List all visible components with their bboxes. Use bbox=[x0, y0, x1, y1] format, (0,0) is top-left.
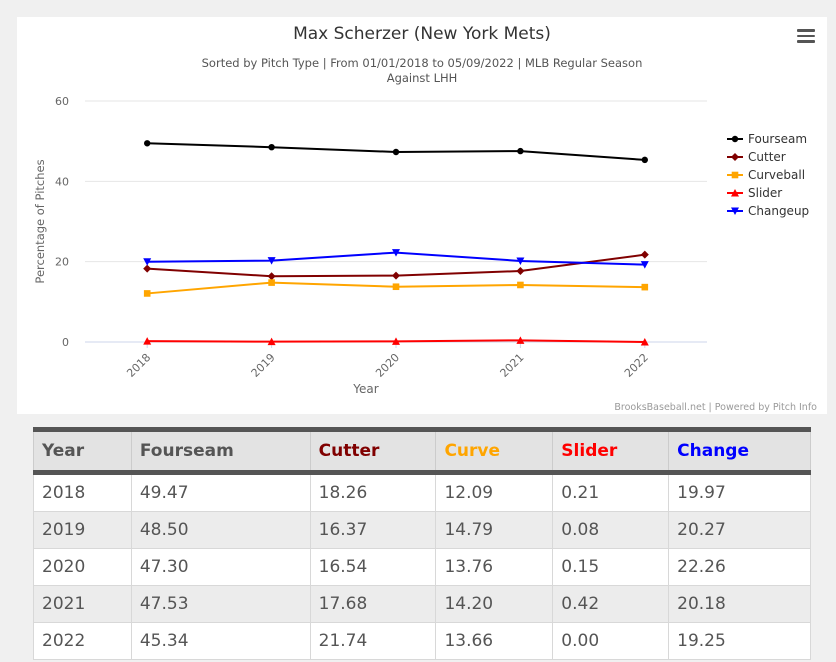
table-cell: 0.15 bbox=[552, 548, 670, 586]
data-point-changeup bbox=[267, 257, 276, 265]
legend-item-slider: Slider bbox=[748, 186, 782, 200]
data-point-fourseam bbox=[517, 147, 524, 155]
header-year: Year bbox=[33, 427, 132, 475]
data-point-changeup bbox=[516, 257, 525, 265]
table-cell: 0.00 bbox=[552, 622, 670, 660]
table-cell: 2020 bbox=[33, 548, 132, 586]
table-row: 2022 45.34 21.74 13.66 0.00 19.25 bbox=[33, 622, 811, 660]
data-point-changeup bbox=[143, 258, 152, 266]
table-cell: 16.37 bbox=[309, 511, 437, 549]
data-point-cutter bbox=[516, 266, 525, 275]
header-change: Change bbox=[668, 427, 811, 475]
table-cell: 2019 bbox=[33, 511, 132, 549]
legend-marker bbox=[731, 189, 739, 197]
table-row: 2019 48.50 16.37 14.79 0.08 20.27 bbox=[33, 511, 811, 549]
table-row: 2018 49.47 18.26 12.09 0.21 19.97 bbox=[33, 472, 811, 512]
data-point-fourseam bbox=[641, 156, 648, 164]
x-tick-label: 2020 bbox=[373, 351, 402, 380]
y-tick-label: 20 bbox=[55, 256, 69, 269]
table-cell: 2021 bbox=[33, 585, 132, 623]
header-fourseam: Fourseam bbox=[130, 427, 311, 475]
data-point-slider bbox=[392, 337, 400, 345]
table-cell: 45.34 bbox=[130, 622, 311, 660]
x-tick-label: 2022 bbox=[622, 351, 651, 380]
legend-marker bbox=[731, 153, 739, 161]
legend-item-fourseam: Fourseam bbox=[748, 132, 807, 146]
chart-title: Max Scherzer (New York Mets) bbox=[293, 24, 551, 44]
y-axis-title: Percentage of Pitches bbox=[33, 159, 47, 283]
hamburger-menu-icon[interactable] bbox=[797, 29, 815, 43]
header-curve: Curve bbox=[435, 427, 554, 475]
table-cell: 12.09 bbox=[435, 472, 554, 512]
table-cell: 0.42 bbox=[552, 585, 670, 623]
table-cell: 22.26 bbox=[668, 548, 811, 586]
table-cell: 16.54 bbox=[309, 548, 437, 586]
data-point-cutter bbox=[392, 271, 400, 280]
table-cell: 0.21 bbox=[552, 472, 670, 512]
chart-subtitle: Sorted by Pitch Type | From 01/01/2018 t… bbox=[202, 56, 643, 70]
data-point-changeup bbox=[640, 261, 649, 269]
x-tick-label: 2021 bbox=[498, 351, 527, 380]
table-cell: 47.30 bbox=[130, 548, 311, 586]
table-cell: 0.08 bbox=[552, 511, 670, 549]
data-point-fourseam bbox=[392, 148, 400, 156]
data-point-curveball bbox=[641, 283, 649, 291]
data-point-curveball bbox=[392, 283, 400, 291]
line-chart: Max Scherzer (New York Mets) Sorted by Pi… bbox=[33, 24, 817, 413]
legend-item-cutter: Cutter bbox=[748, 150, 786, 164]
table-cell: 48.50 bbox=[130, 511, 311, 549]
table-row: 2021 47.53 17.68 14.20 0.42 20.18 bbox=[33, 585, 811, 623]
table-cell: 17.68 bbox=[309, 585, 437, 623]
legend-item-curveball: Curveball bbox=[748, 168, 805, 182]
data-point-cutter bbox=[143, 264, 152, 273]
table-cell: 19.25 bbox=[668, 622, 811, 660]
data-point-fourseam bbox=[144, 140, 151, 147]
data-point-changeup bbox=[392, 249, 400, 257]
pitch-usage-table: Year Fourseam Cutter Curve Slider Change… bbox=[33, 427, 811, 660]
header-slider: Slider bbox=[552, 427, 670, 475]
table-cell: 21.74 bbox=[309, 622, 437, 660]
y-tick-label: 60 bbox=[55, 95, 69, 108]
table-header-row: Year Fourseam Cutter Curve Slider Change bbox=[33, 427, 811, 475]
legend-marker bbox=[731, 207, 739, 215]
data-point-cutter bbox=[267, 272, 276, 281]
legend-marker bbox=[731, 171, 739, 179]
chart-credits: BrooksBaseball.net | Powered by Pitch In… bbox=[614, 402, 817, 413]
chart-subtitle-2: Against LHH bbox=[387, 71, 458, 85]
data-point-slider bbox=[143, 337, 152, 345]
data-point-curveball bbox=[143, 290, 151, 297]
y-tick-label: 0 bbox=[62, 336, 69, 349]
table-cell: 14.20 bbox=[435, 585, 554, 623]
table-cell: 20.27 bbox=[668, 511, 811, 549]
legend-marker bbox=[731, 135, 739, 143]
table-cell: 18.26 bbox=[309, 472, 437, 512]
x-tick-label: 2018 bbox=[124, 351, 153, 380]
table-cell: 49.47 bbox=[130, 472, 311, 512]
data-point-slider bbox=[640, 338, 649, 346]
table-row: 2020 47.30 16.54 13.76 0.15 22.26 bbox=[33, 548, 811, 586]
legend-item-changeup: Changeup bbox=[748, 204, 809, 218]
table-cell: 19.97 bbox=[668, 472, 811, 512]
data-point-slider bbox=[267, 337, 276, 346]
table-cell: 47.53 bbox=[130, 585, 311, 623]
table-cell: 2018 bbox=[33, 472, 132, 512]
y-tick-label: 40 bbox=[55, 175, 69, 188]
header-cutter: Cutter bbox=[309, 427, 437, 475]
table-cell: 13.76 bbox=[435, 548, 554, 586]
table-cell: 14.79 bbox=[435, 511, 554, 549]
table-cell: 20.18 bbox=[668, 585, 811, 623]
table-cell: 2022 bbox=[33, 622, 132, 660]
data-point-curveball bbox=[517, 281, 524, 289]
table-cell: 13.66 bbox=[435, 622, 554, 660]
x-axis-title: Year bbox=[352, 382, 378, 396]
data-point-slider bbox=[516, 336, 525, 344]
x-tick-label: 2019 bbox=[249, 351, 278, 380]
chart-card: Max Scherzer (New York Mets) Sorted by Pi… bbox=[17, 17, 827, 414]
data-point-curveball bbox=[268, 279, 275, 286]
data-point-fourseam bbox=[268, 143, 275, 151]
data-point-cutter bbox=[640, 250, 649, 259]
